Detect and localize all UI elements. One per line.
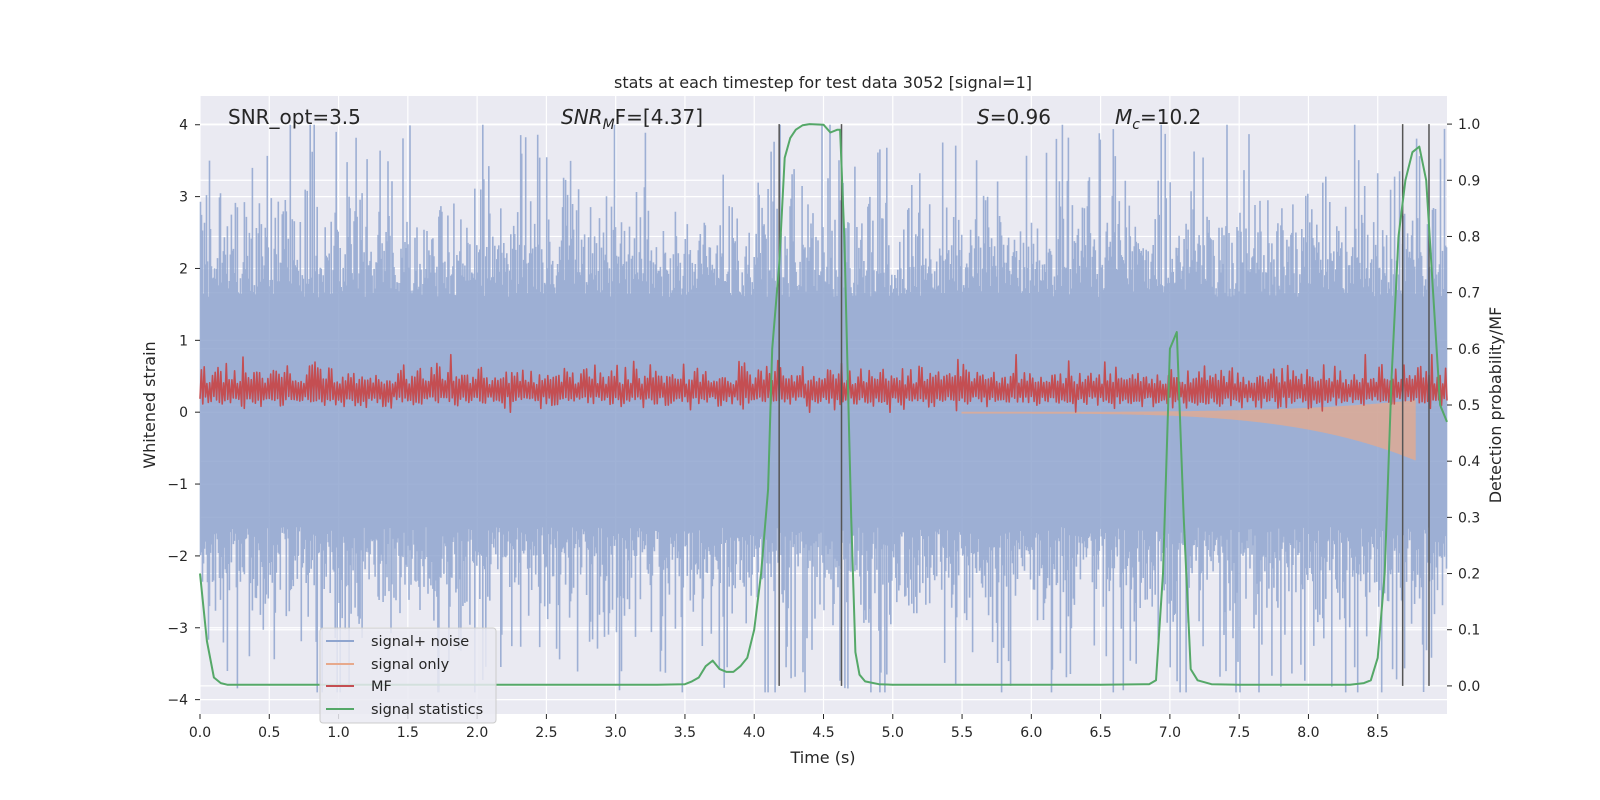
right-y-tick-label: 0.6 — [1458, 342, 1480, 358]
x-tick-label: 8.5 — [1367, 725, 1389, 741]
x-tick-label: 4.0 — [743, 725, 765, 741]
x-tick-label: 3.0 — [605, 725, 627, 741]
x-tick-label: 6.0 — [1020, 725, 1042, 741]
right-y-tick-label: 0.0 — [1458, 679, 1480, 695]
legend-box — [319, 627, 497, 724]
s-base: S — [977, 105, 990, 129]
right-y-tick-label: 0.9 — [1458, 173, 1480, 189]
left-y-tick-label: 4 — [179, 118, 188, 134]
x-axis-label: Time (s) — [789, 748, 855, 767]
x-tick-label: 8.0 — [1297, 725, 1319, 741]
right-y-tick-label: 1.0 — [1458, 117, 1480, 133]
legend-label-signal-noise: signal+ noise — [371, 634, 469, 650]
left-y-tick-label: 1 — [179, 333, 188, 349]
signal-only-series — [961, 400, 1416, 461]
left-y-tick-label: 0 — [179, 405, 188, 421]
snr-opt-annotation: SNR_opt=3.5 — [228, 105, 361, 129]
right-y-tick-label: 0.8 — [1458, 229, 1480, 245]
left-y-tick-label: −3 — [167, 621, 188, 637]
right-y-tick-label: 0.1 — [1458, 623, 1480, 639]
mc-sub: c — [1132, 117, 1140, 133]
left-y-axis-label: Whitened strain — [140, 341, 159, 468]
legend-label-signal-only: signal only — [371, 657, 450, 673]
left-y-axis-ticks: 4 3 2 1 0 −1 −2 −3 −4 — [167, 118, 200, 709]
x-tick-label: 0.0 — [189, 725, 211, 741]
left-y-tick-label: −1 — [167, 477, 188, 493]
snr-mf-annotation: SNRMF=[4.37] — [561, 105, 703, 133]
mc-annotation: Mc=10.2 — [1115, 105, 1201, 133]
right-y-tick-label: 0.7 — [1458, 286, 1480, 302]
x-tick-label: 1.5 — [397, 725, 419, 741]
mf-trace — [199, 353, 1448, 413]
x-tick-label: 7.0 — [1159, 725, 1181, 741]
left-y-tick-label: −2 — [167, 549, 188, 565]
left-y-tick-label: 3 — [179, 190, 188, 206]
x-axis-ticks: 0.0 0.5 1.0 1.5 2.0 2.5 3.0 3.5 4.0 4.5 5.0 5.5 6.0 6… — [189, 714, 1389, 741]
mf-series — [199, 353, 1448, 413]
chart-title: stats at each timestep for test data 305… — [614, 73, 1032, 92]
x-tick-label: 0.5 — [258, 725, 280, 741]
signal-statistics-trace — [199, 123, 1448, 686]
x-tick-label: 5.0 — [882, 725, 904, 741]
right-y-axis-ticks: 1.0 0.9 0.8 0.7 0.6 0.5 0.4 0.3 0.2 0.1 0.0 — [1447, 117, 1480, 695]
signal-statistics-series — [199, 123, 1448, 686]
right-y-tick-label: 0.5 — [1458, 398, 1480, 414]
x-tick-label: 5.5 — [951, 725, 973, 741]
x-tick-label: 7.5 — [1228, 725, 1250, 741]
x-tick-label: 1.0 — [327, 725, 349, 741]
legend: signal+ noise signal only MF signal stat… — [319, 627, 497, 724]
x-tick-label: 3.5 — [674, 725, 696, 741]
legend-label-mf: MF — [371, 679, 392, 695]
left-y-tick-label: −4 — [167, 693, 188, 709]
x-tick-label: 6.5 — [1089, 725, 1111, 741]
x-tick-label: 2.0 — [466, 725, 488, 741]
right-y-axis-label: Detection probability/MF — [1486, 307, 1505, 504]
signal-only-trace — [961, 400, 1416, 461]
x-tick-label: 2.5 — [535, 725, 557, 741]
left-y-tick-label: 2 — [179, 261, 188, 277]
snr-mf-sub: M — [603, 117, 615, 133]
right-y-tick-label: 0.3 — [1458, 510, 1480, 526]
right-y-tick-label: 0.4 — [1458, 454, 1480, 470]
x-tick-label: 4.5 — [812, 725, 834, 741]
snr-mf-base: SNR — [561, 105, 603, 129]
snr-mf-rest: F=[4.37] — [615, 105, 703, 129]
s-annotation: S=0.96 — [977, 105, 1051, 129]
mc-base: M — [1115, 105, 1132, 129]
right-y-tick-label: 0.2 — [1458, 567, 1480, 583]
mc-rest: =10.2 — [1140, 105, 1201, 129]
legend-label-signal-statistics: signal statistics — [371, 702, 483, 718]
s-rest: =0.96 — [990, 105, 1051, 129]
